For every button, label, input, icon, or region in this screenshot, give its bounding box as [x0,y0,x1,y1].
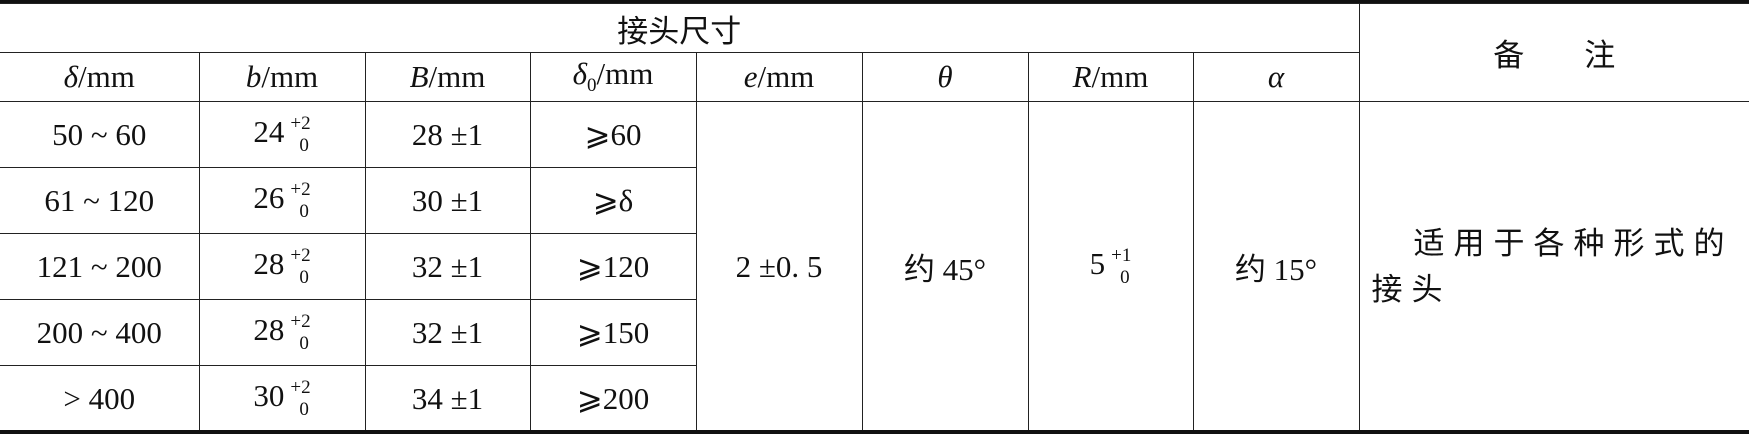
delta-cell: 50 ~ 60 [0,101,200,168]
delta0-cell: ⩾60 [529,101,697,168]
remark-cell: 适用于各种形式的接头 [1358,101,1749,432]
column-header: R/mm [1027,52,1194,102]
B-cell: 34 ±1 [364,365,531,432]
b-cell: 26 +2 0 [198,167,366,234]
table-row: 61 ~ 120 26 +2 0 30 ±1 ⩾δ [0,167,1749,234]
column-header: δ0/mm [529,52,697,102]
column-header: e/mm [695,52,863,102]
group-header: 接头尺寸 [0,3,1360,53]
delta-cell: 200 ~ 400 [0,299,200,366]
delta-cell: > 400 [0,365,200,432]
column-header: θ [861,52,1029,102]
delta-cell: 61 ~ 120 [0,167,200,234]
b-cell: 24 +2 0 [198,101,366,168]
e-cell: 2 ±0. 5 [695,101,863,432]
B-cell: 30 ±1 [364,167,531,234]
B-cell: 28 ±1 [364,101,531,168]
column-header: δ/mm [0,52,200,102]
column-header: B/mm [364,52,531,102]
b-cell: 28 +2 0 [198,233,366,300]
B-cell: 32 ±1 [364,233,531,300]
column-header: b/mm [198,52,366,102]
table-row: 200 ~ 400 28 +2 0 32 ±1 ⩾150 [0,299,1749,366]
alpha-cell: 约 15° [1192,101,1360,432]
table-row: > 400 30 +2 0 34 ±1 ⩾200 [0,365,1749,432]
delta-cell: 121 ~ 200 [0,233,200,300]
delta0-cell: ⩾120 [529,233,696,300]
delta0-cell: ⩾150 [529,299,696,366]
delta0-cell: ⩾200 [529,365,696,432]
b-cell: 28 +2 0 [198,299,366,366]
delta0-cell: ⩾δ [529,167,696,234]
column-header: α [1192,52,1359,102]
theta-cell: 约 45° [861,101,1029,432]
B-cell: 32 ±1 [364,299,531,366]
remarks-header: 备注 [1358,3,1749,102]
R-cell: 5 +1 0 [1027,101,1194,432]
top-rule [0,0,1749,4]
bottom-rule [0,430,1749,434]
joint-dimension-table: 接头尺寸 备注 δ/mm b/mm B/mm δ0/mm e/mm θ R/mm α 50 ~… [0,3,1749,432]
b-cell: 30 +2 0 [198,365,366,432]
